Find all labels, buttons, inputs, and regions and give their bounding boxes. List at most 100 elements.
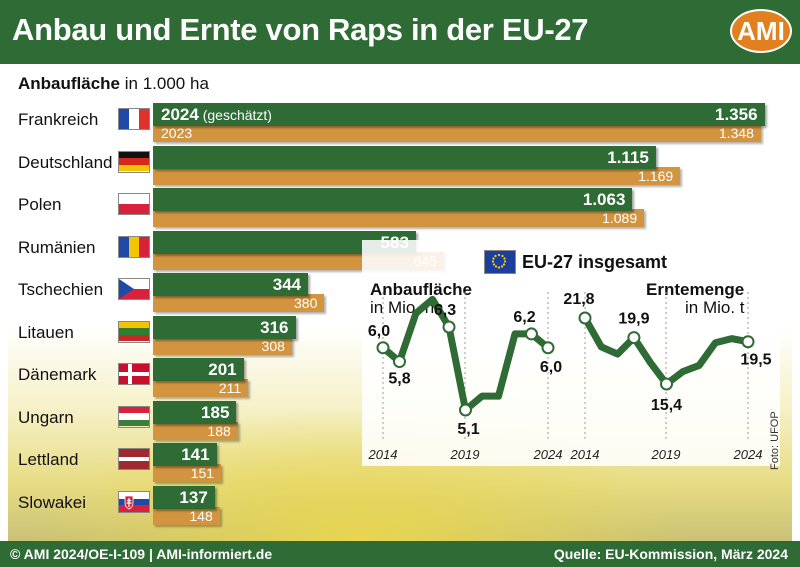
bar-chart-unit: in 1.000 ha — [124, 74, 209, 93]
value-label-2023: 148 — [189, 507, 213, 524]
hungary-flag-icon — [118, 405, 150, 428]
romania-flag-icon — [118, 235, 150, 258]
country-label: Tschechien — [18, 280, 104, 299]
value-label-2023: 211 — [218, 380, 242, 396]
country-label: Litauen — [18, 322, 74, 342]
data-label: 21,8 — [563, 291, 594, 308]
slovakia-flag-icon — [118, 490, 150, 513]
value-label-2023: 1.169 — [638, 167, 674, 184]
data-label: 6,0 — [540, 359, 562, 376]
bar-2024: 1.115 — [153, 145, 656, 169]
footer-source: Quelle: EU-Kommission, März 2024 — [553, 546, 788, 562]
bar-2023: 308 — [153, 336, 292, 355]
country-label: Dänemark — [18, 365, 97, 384]
data-point — [660, 377, 673, 391]
value-label-2023: 380 — [294, 295, 318, 311]
data-point — [442, 320, 456, 334]
country-label: Slowakei — [18, 492, 87, 512]
eu-flag-icon — [484, 250, 516, 274]
data-point — [627, 331, 641, 345]
bar-2023: 1.169 — [153, 166, 681, 185]
value-label-2023: 188 — [207, 422, 231, 439]
footer-copyright: © AMI 2024/OE-I-109 | AMI-informiert.de — [10, 546, 273, 562]
tick-label: 2019 — [651, 447, 681, 462]
bar-2024: 141 — [153, 443, 217, 466]
bar-2024: 201 — [153, 358, 244, 381]
value-label-2023: 1.348 — [718, 125, 754, 141]
data-point — [541, 341, 555, 355]
czechia-flag-icon — [118, 278, 150, 300]
bar-2023: 151 — [153, 464, 222, 482]
bar-2024: 137 — [153, 485, 215, 509]
bar-2023: 380 — [153, 294, 325, 312]
bar-2024: 316 — [153, 315, 296, 339]
ami-logo: AMI — [730, 9, 792, 53]
value-label-2023: 308 — [261, 337, 285, 354]
lithuania-flag-icon — [118, 320, 150, 343]
value-label-2024: 137 — [179, 487, 208, 507]
tick-label: 2024 — [733, 447, 763, 462]
harvest-line-unit: in Mio. t — [685, 298, 745, 317]
data-label: 19,5 — [740, 352, 771, 369]
poland-flag-icon — [118, 193, 150, 215]
bar-2023: 211 — [153, 379, 249, 397]
bar-2024: 1.356 2024 (geschätzt) — [153, 103, 765, 126]
data-point — [376, 341, 390, 355]
header-banner: Anbau und Ernte von Raps in der EU-27 AM… — [0, 0, 800, 64]
data-point — [525, 327, 538, 341]
tick-label: 2014 — [570, 447, 600, 462]
france-flag-icon — [118, 108, 150, 130]
value-label-2023: 151 — [190, 465, 215, 481]
data-point — [393, 355, 406, 369]
legend-2024: 2024 (geschätzt) — [161, 105, 272, 124]
bar-2024: 185 — [153, 400, 237, 424]
area-line-title: Anbaufläche — [370, 280, 473, 299]
eu-total-title: EU-27 insgesamt — [522, 252, 668, 272]
value-label-2024: 201 — [208, 360, 237, 379]
latvia-flag-icon — [118, 448, 150, 470]
bar-chart-heading: Anbaufläche in 1.000 ha — [18, 74, 209, 94]
data-label: 5,1 — [457, 421, 479, 438]
country-label: Frankreich — [18, 110, 99, 129]
bar-chart-title: Anbaufläche — [18, 74, 121, 93]
data-point — [459, 403, 472, 417]
country-label: Deutschland — [18, 152, 113, 172]
country-label: Ungarn — [18, 407, 74, 427]
tick-label: 2014 — [368, 447, 398, 462]
harvest-line-title: Erntemenge — [646, 280, 745, 299]
bar-2024: 344 — [153, 273, 309, 296]
bar-2023: 1.089 — [153, 209, 645, 227]
bar-2023: 1.348 2023 — [153, 124, 761, 142]
tick-label: 2024 — [533, 447, 563, 462]
data-point — [578, 311, 592, 325]
value-label-2024: 1.356 — [715, 105, 758, 124]
denmark-flag-icon — [118, 363, 150, 385]
data-label: 5,8 — [388, 371, 410, 388]
value-label-2024: 141 — [181, 445, 210, 464]
data-point — [741, 335, 755, 349]
value-label-2024: 344 — [272, 275, 302, 294]
value-label-2024: 1.063 — [582, 190, 626, 209]
data-label: 6,2 — [513, 309, 535, 326]
data-label: 6,0 — [368, 323, 390, 340]
value-label-2024: 185 — [201, 402, 230, 422]
data-label: 6,3 — [434, 302, 456, 319]
germany-flag-icon — [118, 150, 150, 173]
value-label-2023: 1.089 — [602, 210, 638, 226]
data-label: 15,4 — [651, 397, 682, 414]
tick-label: 2019 — [450, 447, 480, 462]
bar-2024: 1.063 — [153, 188, 633, 211]
value-label-2024: 1.115 — [607, 147, 649, 167]
country-label: Lettland — [18, 450, 79, 469]
country-label: Polen — [18, 195, 62, 214]
value-label-2024: 316 — [260, 317, 289, 337]
bar-2023: 188 — [153, 421, 238, 440]
page-title: Anbau und Ernte von Raps in der EU-27 — [12, 12, 589, 47]
photo-credit: Foto: UFOP — [769, 411, 781, 470]
data-label: 19,9 — [618, 311, 649, 328]
footer-bar: © AMI 2024/OE-I-109 | AMI-informiert.de … — [0, 541, 800, 567]
country-label: Rumänien — [18, 237, 96, 257]
bar-2023: 148 — [153, 506, 220, 525]
legend-2023: 2023 — [161, 125, 193, 141]
